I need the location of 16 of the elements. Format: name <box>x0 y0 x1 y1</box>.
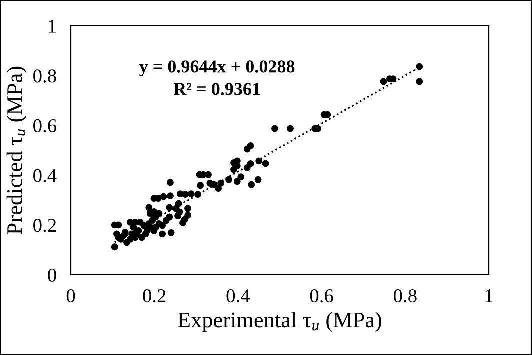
x-tick-label: 0.8 <box>394 289 417 303</box>
y-axis-title: Predicted τ$_{u}$ (MPa) <box>6 66 27 235</box>
x-tick-label: 0.6 <box>310 289 334 303</box>
x-axis-title: Experimental τ$_{u}$ (MPa) <box>178 312 382 332</box>
annotation: y = 0.9644x + 0.0288 <box>139 60 295 77</box>
x-tick-label: 1 <box>486 290 493 302</box>
x-tick-label: 0 <box>66 289 76 303</box>
x-tick-label: 0.2 <box>143 289 166 303</box>
y-tick-label: 1 <box>49 20 56 33</box>
y-tick-label: 0.8 <box>34 70 56 83</box>
x-tick-label: 0.4 <box>226 289 250 303</box>
y-tick-label: 0.6 <box>34 119 57 133</box>
y-tick-label: 0.4 <box>34 169 57 182</box>
y-tick-label: 0.2 <box>34 219 56 232</box>
annotation: R² = 0.9361 <box>174 83 260 96</box>
y-tick-label: 0 <box>48 268 56 282</box>
